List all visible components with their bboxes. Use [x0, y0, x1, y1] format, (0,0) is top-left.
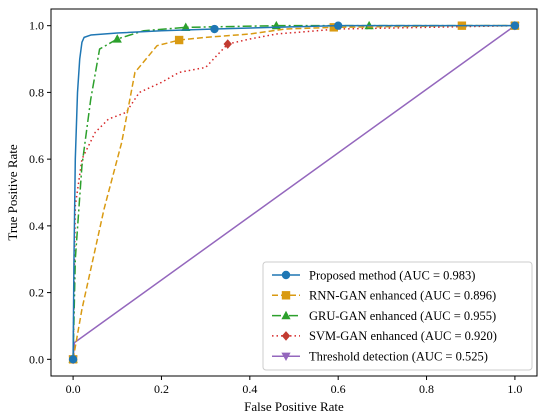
y-axis-ticks: 0.0 0.2 0.4 0.6 0.8 1.0 [29, 19, 51, 366]
x-axis-ticks: 0.0 0.2 0.4 0.6 0.8 1.0 [66, 376, 522, 396]
legend-item: GRU-GAN enhanced (AUC = 0.955) [272, 309, 496, 323]
plot-area [68, 20, 520, 365]
x-tick-label: 0.4 [242, 382, 257, 396]
series-1-line [72, 24, 515, 360]
series-2-marker [174, 35, 184, 45]
legend-label: Threshold detection (AUC = 0.525) [309, 350, 488, 364]
legend: Proposed method (AUC = 0.983) RNN-GAN enh… [262, 261, 533, 371]
y-tick-label: 0.4 [29, 219, 44, 233]
y-tick-label: 0.8 [29, 85, 44, 99]
x-tick-label: 0.6 [331, 382, 346, 396]
legend-frame [262, 261, 533, 371]
legend-item: Threshold detection (AUC = 0.525) [272, 350, 488, 364]
series-1 [68, 21, 520, 364]
legend-item: RNN-GAN enhanced (AUC = 0.896) [272, 289, 496, 303]
series-3-marker [181, 22, 191, 31]
series-1-marker [210, 24, 219, 34]
legend-item: SVM-GAN enhanced (AUC = 0.920) [272, 329, 497, 343]
series-1-marker [333, 21, 343, 30]
x-axis-label: False Positive Rate [244, 399, 344, 414]
legend-marker [281, 310, 291, 320]
x-tick-label: 0.2 [154, 382, 169, 396]
plot-frame [50, 8, 538, 377]
legend-label: SVM-GAN enhanced (AUC = 0.920) [309, 329, 497, 343]
y-tick-label: 0.2 [29, 286, 44, 300]
x-tick-label: 0.8 [419, 382, 434, 396]
y-tick-label: 0.6 [29, 152, 44, 166]
series-4-line [72, 24, 515, 360]
legend-label: GRU-GAN enhanced (AUC = 0.955) [309, 309, 496, 323]
legend-item: Proposed method (AUC = 0.983) [272, 268, 475, 282]
x-tick-label: 0.0 [66, 382, 81, 396]
legend-label: Proposed method (AUC = 0.983) [309, 268, 475, 282]
series-3-line [72, 24, 515, 360]
legend-marker [281, 291, 291, 300]
y-tick-label: 1.0 [29, 19, 44, 33]
y-axis-label: True Positive Rate [5, 144, 20, 241]
y-tick-label: 0.0 [29, 352, 44, 366]
legend-marker [281, 270, 291, 280]
legend-marker [281, 331, 291, 341]
series-4-marker [223, 39, 232, 49]
series-2-marker [329, 23, 338, 32]
legend-label: RNN-GAN enhanced (AUC = 0.896) [309, 289, 496, 303]
legend-marker [281, 352, 291, 361]
series-3-marker [112, 34, 122, 43]
series-1-marker [510, 21, 520, 30]
x-tick-label: 1.0 [507, 382, 522, 396]
series-1-marker [68, 355, 78, 364]
